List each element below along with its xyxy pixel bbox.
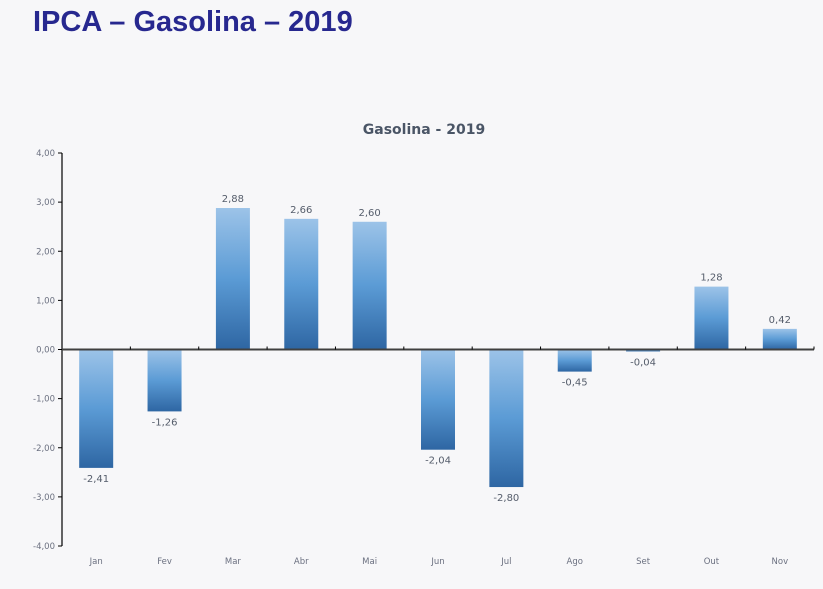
data-labels-group: -2,41 -1,26 2,88 2,66 2,60 -2,04 -2,80 -0,45 -0,… [83, 194, 791, 504]
x-tick-label: Fev [157, 557, 172, 567]
x-tick-label: Out [704, 557, 720, 567]
bar-ago [557, 349, 592, 372]
x-tick-label: Mai [362, 557, 377, 567]
y-tick-label: 1,00 [36, 296, 55, 306]
data-label-set: -0,04 [630, 357, 656, 368]
data-label-mar: 2,88 [222, 194, 244, 205]
y-tick-label: -1,00 [33, 395, 55, 405]
bar-mai [352, 221, 387, 350]
y-tick-label: 4,00 [36, 149, 55, 159]
data-label-jul: -2,80 [493, 493, 519, 504]
bar-jul [489, 349, 524, 488]
y-tick-label: 3,00 [36, 198, 55, 208]
data-label-out: 1,28 [700, 273, 722, 284]
x-tick-label: Set [636, 557, 651, 567]
y-tick-label: -3,00 [33, 493, 55, 503]
bar-fev [147, 349, 182, 412]
data-label-jan: -2,41 [83, 474, 109, 485]
x-tick-label: Abr [294, 557, 309, 567]
y-tick-label: 0,00 [36, 346, 55, 356]
bar-mar [215, 208, 250, 350]
data-label-nov: 0,42 [769, 315, 791, 326]
bar-out [694, 286, 729, 350]
y-tick-label: 2,00 [36, 247, 55, 257]
bar-jan [79, 349, 114, 468]
x-tick-label: Nov [772, 557, 789, 567]
bar-abr [284, 218, 319, 350]
data-label-mai: 2,60 [359, 208, 381, 219]
data-label-jun: -2,04 [425, 456, 451, 467]
bars-group [79, 208, 797, 488]
y-tick-label: -4,00 [33, 542, 55, 552]
bar-nov [762, 328, 797, 350]
x-tick-label: Mar [225, 557, 242, 567]
chart-title: Gasolina - 2019 [363, 122, 485, 138]
bar-jun [421, 349, 455, 450]
slide-title: IPCA – Gasolina – 2019 [33, 6, 353, 38]
x-tick-label: Jul [500, 557, 511, 567]
data-label-abr: 2,66 [290, 205, 312, 216]
data-label-fev: -1,26 [152, 417, 178, 428]
x-axis: Jan Fev Mar Abr Mai Jun Jul Ago Set Out Nov [62, 346, 815, 567]
data-label-ago: -0,45 [562, 378, 588, 389]
x-tick-label: Ago [567, 557, 583, 567]
x-tick-label: Jun [430, 557, 444, 567]
x-tick-label: Jan [89, 557, 103, 567]
y-axis: 4,00 3,00 2,00 1,00 0,00 -1,00 -2,00 -3,00 -4,00 [33, 149, 63, 552]
y-tick-label: -2,00 [33, 444, 55, 454]
